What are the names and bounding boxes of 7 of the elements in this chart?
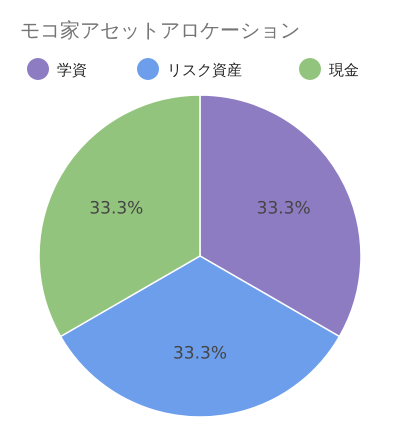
- legend-label: リスク資産: [167, 61, 242, 79]
- legend-label: 現金: [329, 61, 359, 79]
- legend-label: 学資: [57, 61, 87, 79]
- chart-title: モコ家アセットアロケーション: [20, 18, 300, 42]
- data-label: 33.3%: [89, 198, 144, 219]
- data-label: 33.3%: [172, 344, 228, 364]
- data-label: 33.3%: [256, 198, 311, 219]
